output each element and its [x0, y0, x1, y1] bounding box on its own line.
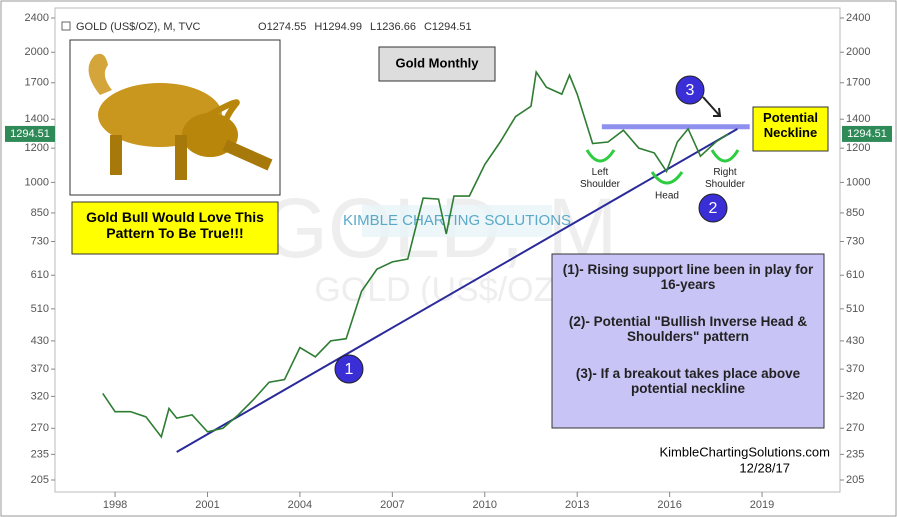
marker-circle	[334, 354, 364, 384]
ohlc-value: 1274.55	[267, 21, 307, 33]
y-tick-label: 2000	[25, 46, 49, 58]
watermark-sub: GOLD (US$/OZ)	[314, 271, 565, 309]
ohlc-value: 1294.51	[432, 21, 472, 33]
ohlc-label: H	[314, 21, 322, 33]
x-tick-label: 2013	[565, 499, 589, 511]
y-tick-label: 610	[846, 269, 864, 281]
y-tick-label: 1200	[25, 142, 49, 154]
pattern-label: Left Shoulder	[580, 167, 621, 190]
y-tick-label: 850	[846, 207, 864, 219]
x-tick-label: 1998	[103, 499, 127, 511]
y-tick-label: 1700	[25, 77, 49, 89]
pattern-label: Right Shoulder	[705, 167, 746, 190]
callout-text: Gold Bull Would Love This Pattern To Be …	[86, 209, 264, 241]
shoulder-arc	[585, 149, 616, 163]
y-tick-label: 510	[31, 303, 49, 315]
y-tick-label: 2000	[846, 46, 870, 58]
neckline-text: Potential Neckline	[763, 110, 818, 140]
callout: Gold Bull Would Love This Pattern To Be …	[86, 209, 264, 241]
price-line	[102, 69, 729, 439]
y-tick-label: 730	[846, 235, 864, 247]
marker: 1	[345, 361, 354, 378]
y-tick-label: 1400	[846, 113, 870, 125]
plot-area	[54, 7, 841, 493]
price-tag	[5, 125, 55, 142]
y-tick-label: 510	[846, 303, 864, 315]
x-tick-label: 2010	[473, 499, 497, 511]
y-tick-label: 730	[31, 235, 49, 247]
ohlc-label: C	[424, 21, 432, 33]
note: (3)- If a breakout takes place above pot…	[575, 366, 801, 396]
logo-box	[362, 205, 552, 237]
y-tick-label: 1700	[846, 77, 870, 89]
bull-icon	[88, 53, 273, 180]
y-tick-label: 430	[31, 335, 49, 347]
note-block: (3)- If a breakout takes place above pot…	[575, 366, 801, 396]
y-tick-label: 1200	[846, 142, 870, 154]
y-tick-label: 1400	[25, 113, 49, 125]
note-block: (2)- Potential "Bullish Inverse Head & S…	[568, 314, 808, 344]
y-tick-label: 235	[846, 448, 864, 460]
support-line	[176, 127, 738, 453]
y-tick-label: 320	[31, 390, 49, 402]
callout-box	[71, 201, 279, 255]
x-tick-label: 2004	[288, 499, 312, 511]
notes-box	[551, 253, 825, 429]
note-block: (1)- Rising support line been in play fo…	[562, 262, 814, 292]
x-tick-label: 2007	[380, 499, 404, 511]
x-tick-label: 2001	[195, 499, 219, 511]
pattern-label: Head	[655, 191, 679, 202]
arrow	[702, 96, 722, 117]
x-tick-label: 2016	[657, 499, 681, 511]
y-tick-label: 2400	[846, 12, 870, 24]
y-tick-label: 2400	[25, 12, 49, 24]
note: (1)- Rising support line been in play fo…	[562, 262, 814, 292]
logo: KIMBLE CHARTING SOLUTIONS	[343, 212, 571, 229]
y-tick-label: 850	[31, 207, 49, 219]
y-tick-label: 610	[31, 269, 49, 281]
neckline-label: Potential Neckline	[763, 110, 818, 140]
collapse-icon[interactable]	[61, 21, 71, 31]
ohlc-label: L	[370, 21, 376, 33]
head-arc	[650, 171, 684, 185]
y-tick-label: 205	[846, 474, 864, 486]
x-tick-label: 2019	[750, 499, 774, 511]
price-tag	[842, 125, 892, 142]
chart-title: Gold Monthly	[395, 55, 479, 70]
y-tick-label: 270	[846, 422, 864, 434]
neckline-box	[752, 106, 829, 152]
date: 12/28/17	[739, 460, 790, 475]
ohlc-value: 1236.66	[376, 21, 416, 33]
y-tick-label: 370	[31, 363, 49, 375]
y-tick-label: 430	[846, 335, 864, 347]
ohlc-label: O	[258, 21, 267, 33]
marker: 3	[686, 82, 695, 99]
price-tag-label: 1294.51	[847, 128, 887, 140]
marker-circle	[698, 193, 728, 223]
ohlc: O1274.55 H1294.99 L1236.66 C1294.51	[258, 21, 472, 33]
symbol: GOLD (US$/OZ), M, TVC	[76, 21, 201, 33]
y-tick-label: 235	[31, 448, 49, 460]
y-tick-label: 1000	[25, 176, 49, 188]
marker: 2	[709, 200, 718, 217]
y-tick-label: 320	[846, 390, 864, 402]
title-box	[378, 46, 496, 82]
y-tick-label: 270	[31, 422, 49, 434]
ohlc-value: 1294.99	[322, 21, 362, 33]
y-tick-label: 1000	[846, 176, 870, 188]
note: (2)- Potential "Bullish Inverse Head & S…	[568, 314, 808, 344]
price-tag-label: 1294.51	[10, 128, 50, 140]
shoulder-arc	[710, 149, 740, 163]
marker-circle	[675, 75, 705, 105]
y-tick-label: 205	[31, 474, 49, 486]
source: KimbleChartingSolutions.com	[659, 444, 830, 459]
y-tick-label: 370	[846, 363, 864, 375]
